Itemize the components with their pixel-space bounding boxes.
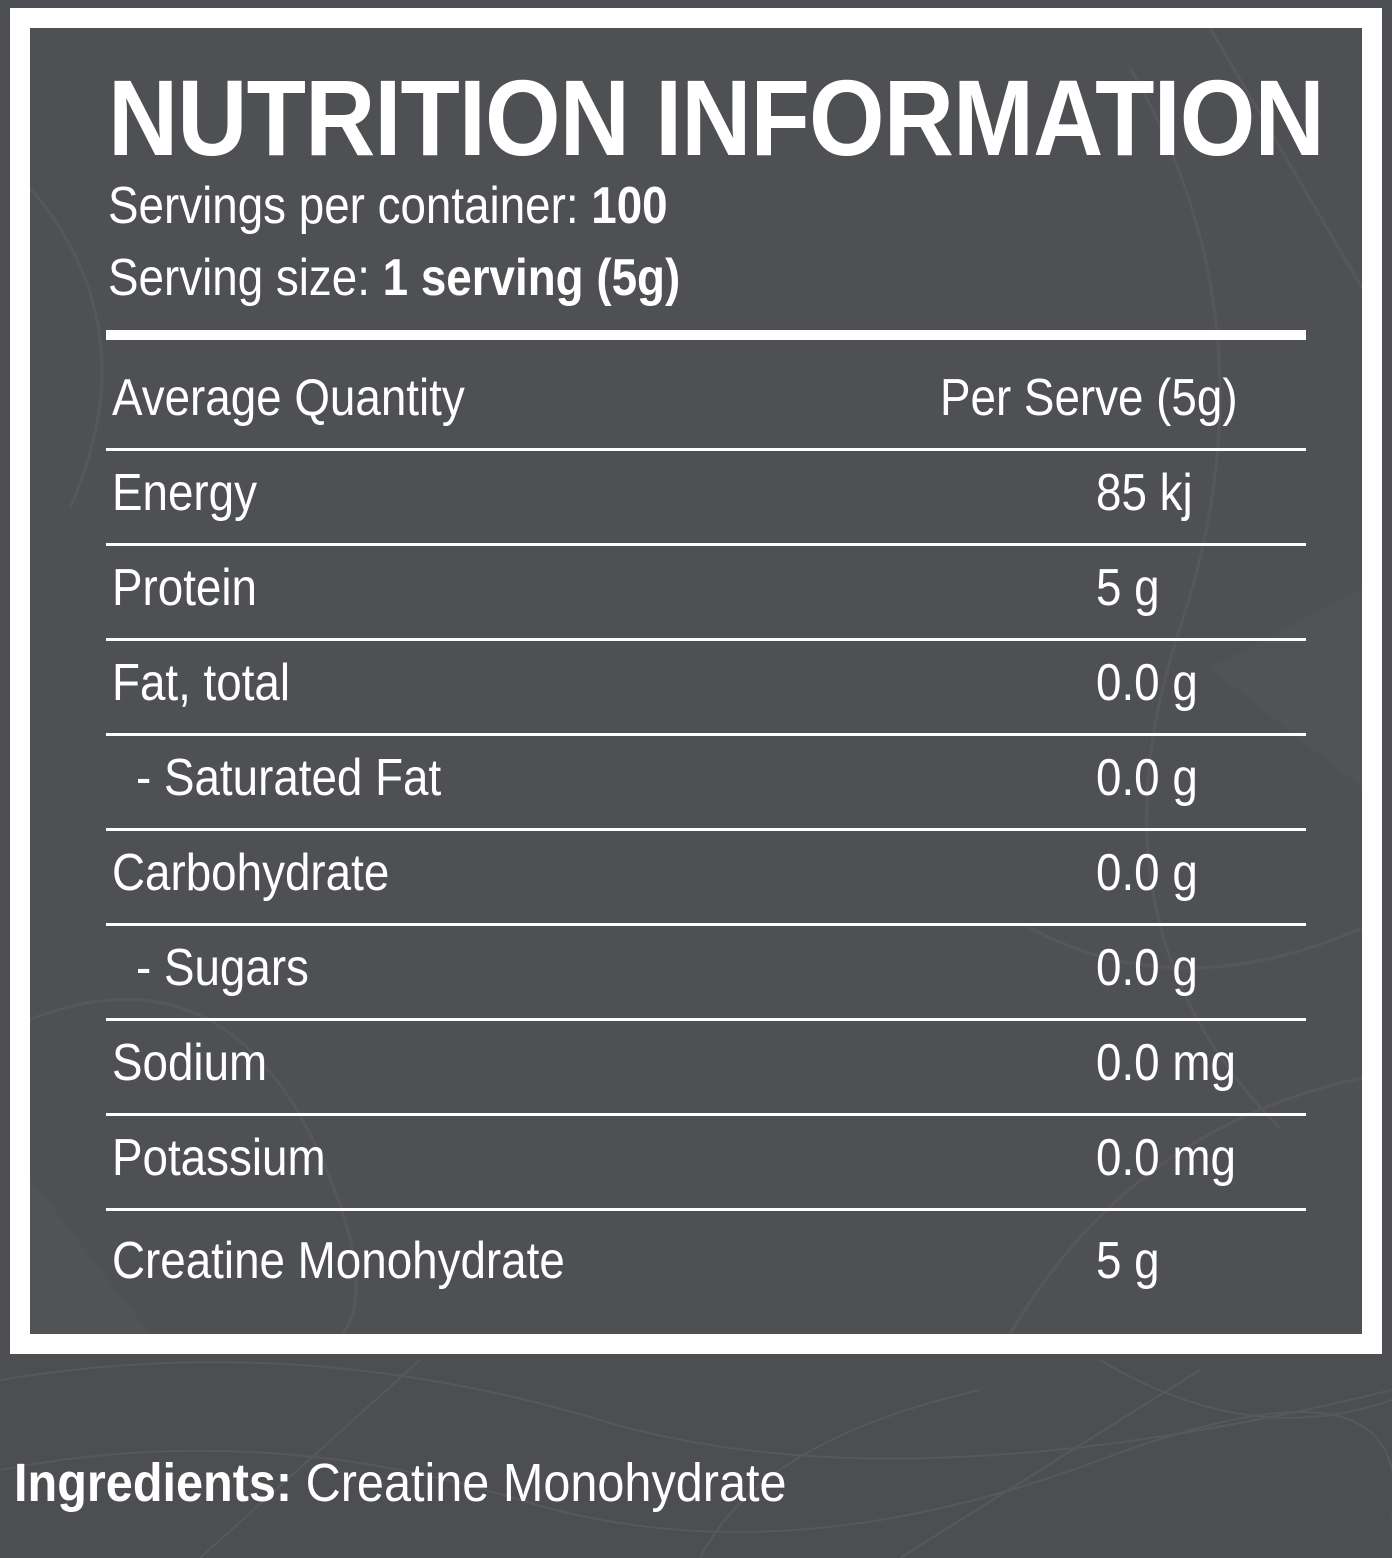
row-value: 0.0 g (1096, 844, 1198, 902)
ingredients-value: Creatine Monohydrate (305, 1453, 787, 1513)
table-row: Creatine Monohydrate 5 g (106, 1211, 1306, 1321)
panel-title: NUTRITION INFORMATION (108, 57, 1325, 178)
serving-size: Serving size: 1 serving (5g) (108, 248, 680, 308)
table-row: Sodium 0.0 mg (106, 1021, 1306, 1116)
row-label: Potassium (112, 1129, 326, 1187)
table-row: - Saturated Fat 0.0 g (106, 736, 1306, 831)
row-value: 0.0 mg (1096, 1129, 1236, 1187)
panel-texture (30, 28, 1362, 1334)
table-header: Average Quantity Per Serve (5g) (106, 354, 1306, 451)
row-label: Energy (112, 464, 257, 522)
row-label: Creatine Monohydrate (112, 1232, 565, 1290)
divider-thick (106, 330, 1306, 340)
row-value: 0.0 g (1096, 749, 1198, 807)
row-label: Protein (112, 559, 257, 617)
servings-value: 100 (591, 177, 668, 235)
table-row: Energy 85 kj (106, 451, 1306, 546)
table-row: Potassium 0.0 mg (106, 1116, 1306, 1211)
row-value: 85 kj (1096, 464, 1193, 522)
nutrition-table: Average Quantity Per Serve (5g) Energy 8… (106, 354, 1306, 1321)
ingredients-label: Ingredients: (14, 1453, 293, 1513)
servings-per-container: Servings per container: 100 (108, 176, 668, 236)
row-value: 5 g (1096, 1232, 1160, 1290)
table-row: Fat, total 0.0 g (106, 641, 1306, 736)
row-value: 0.0 mg (1096, 1034, 1236, 1092)
table-row: Protein 5 g (106, 546, 1306, 641)
header-label: Average Quantity (112, 369, 465, 427)
ingredients-line: Ingredients: Creatine Monohydrate (14, 1452, 787, 1514)
row-label: - Saturated Fat (136, 749, 442, 807)
row-label: Fat, total (112, 654, 291, 712)
serving-size-value: 1 serving (5g) (382, 249, 681, 307)
header-value: Per Serve (5g) (940, 369, 1238, 427)
serving-size-label: Serving size: (108, 249, 370, 307)
table-row: Carbohydrate 0.0 g (106, 831, 1306, 926)
row-value: 0.0 g (1096, 939, 1198, 997)
row-label: - Sugars (136, 939, 309, 997)
row-label: Carbohydrate (112, 844, 390, 902)
nutrition-panel: NUTRITION INFORMATION Servings per conta… (30, 28, 1362, 1334)
row-value: 5 g (1096, 559, 1160, 617)
row-value: 0.0 g (1096, 654, 1198, 712)
servings-label: Servings per container: (108, 177, 579, 235)
table-row: - Sugars 0.0 g (106, 926, 1306, 1021)
row-label: Sodium (112, 1034, 268, 1092)
